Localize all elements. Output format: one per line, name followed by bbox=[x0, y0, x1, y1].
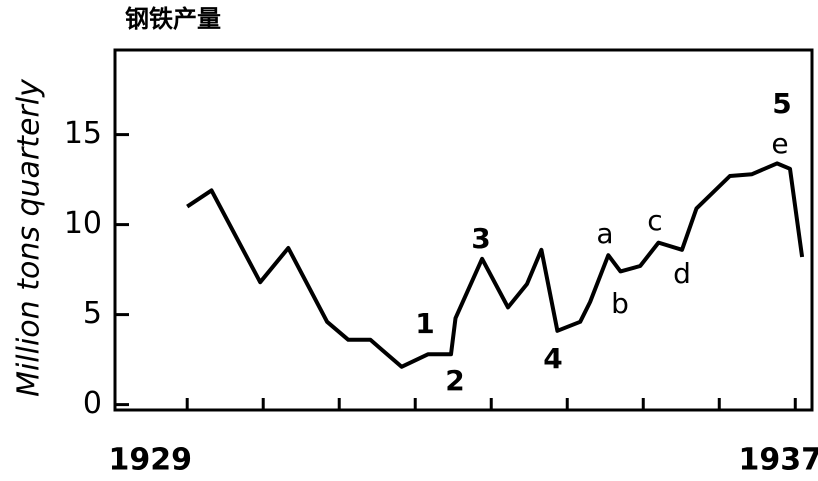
y-tick-label: 15 bbox=[64, 116, 102, 151]
x-tick-label: 1929 bbox=[108, 443, 192, 478]
annotation: e bbox=[771, 127, 788, 160]
y-tick-label: 5 bbox=[83, 296, 102, 331]
x-tick-label: 1937 bbox=[739, 443, 818, 478]
y-tick-label: 0 bbox=[83, 386, 102, 421]
annotation: 1 bbox=[415, 307, 434, 340]
data-line bbox=[186, 161, 805, 369]
y-tick-label: 10 bbox=[64, 206, 102, 241]
annotation: d bbox=[673, 257, 691, 290]
annotation: 4 bbox=[543, 342, 562, 375]
annotation: 5 bbox=[772, 87, 791, 120]
annotation: 2 bbox=[445, 364, 464, 397]
chart-title: 钢铁产量 bbox=[125, 5, 221, 33]
annotation: b bbox=[611, 287, 629, 320]
plot-frame bbox=[113, 48, 814, 412]
annotation: a bbox=[596, 217, 613, 250]
annotation: c bbox=[647, 204, 662, 237]
annotation: 3 bbox=[471, 222, 490, 255]
y-axis-label: Million tons quarterly bbox=[12, 78, 47, 397]
